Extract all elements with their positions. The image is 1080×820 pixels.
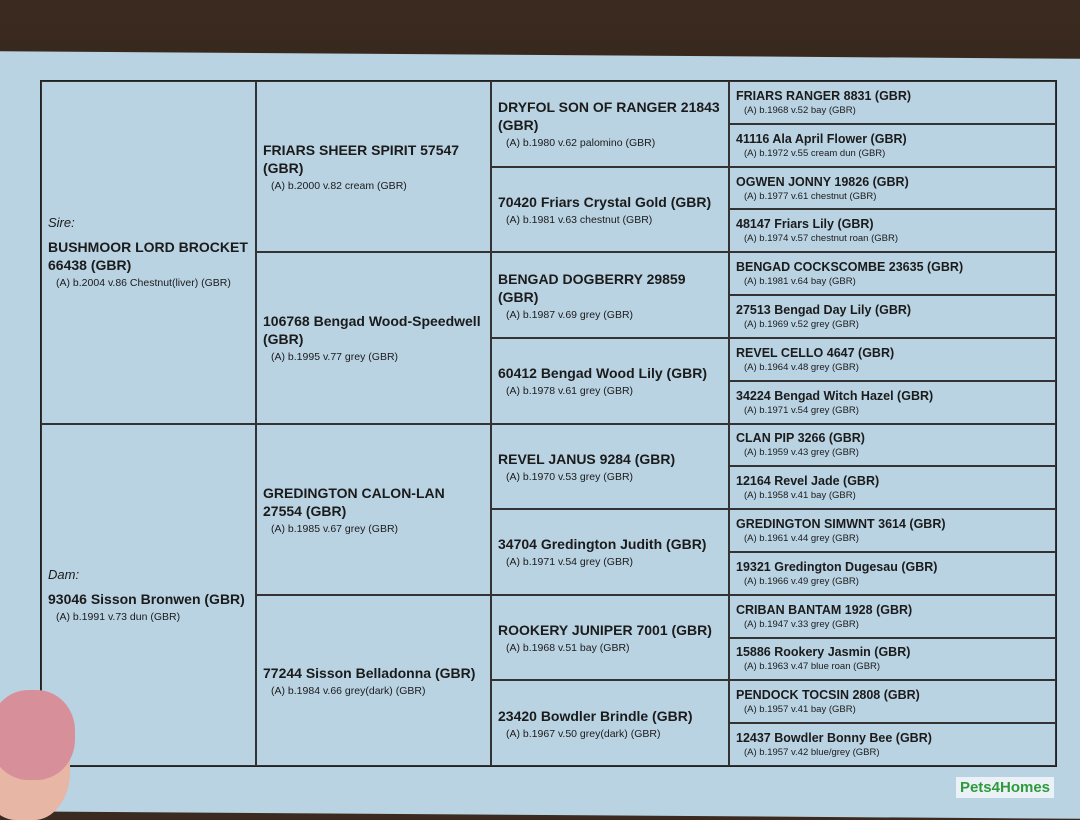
ancestor-name: 48147 Friars Lily (GBR) — [736, 217, 874, 232]
gen3-ancestor-cell: 70420 Friars Crystal Gold (GBR) (A) b.198… — [491, 166, 729, 253]
ancestor-details: (A) b.1984 v.66 grey(dark) (GBR) — [271, 684, 426, 697]
ancestor-name: 34704 Gredington Judith (GBR) — [498, 536, 707, 553]
gen4-ancestor-cell: 34224 Bengad Witch Hazel (GBR) (A) b.1971… — [729, 380, 1056, 424]
gen3-ancestor-cell: DRYFOL SON OF RANGER 21843 (GBR) (A) b.19… — [491, 81, 729, 167]
ancestor-name: CRIBAN BANTAM 1928 (GBR) — [736, 602, 913, 617]
gen4-ancestor-cell: 48147 Friars Lily (GBR) (A) b.1974 v.57 c… — [729, 209, 1056, 253]
dam-label: Dam: — [48, 566, 80, 582]
ancestor-name: 12164 Revel Jade (GBR) — [736, 474, 880, 489]
ancestor-details: (A) b.1967 v.50 grey(dark) (GBR) — [506, 727, 661, 740]
gen4-ancestor-cell: 41116 Ala April Flower (GBR) (A) b.1972 v… — [729, 123, 1056, 167]
gen2-ancestor-cell: 106768 Bengad Wood-Speedwell (GBR) (A) b.… — [256, 252, 491, 424]
ancestor-name: 15886 Rookery Jasmin (GBR) — [736, 645, 911, 660]
ancestor-name: OGWEN JONNY 19826 (GBR) — [736, 174, 909, 189]
pets4homes-watermark: Pets4Homes — [955, 777, 1054, 798]
pedigree-table: Sire: BUSHMOOR LORD BROCKET 66438 (GBR) … — [40, 80, 1057, 767]
ancestor-details: (A) b.1968 v.51 bay (GBR) — [506, 642, 630, 655]
gen2-ancestor-cell: GREDINGTON CALON-LAN 27554 (GBR) (A) b.19… — [256, 423, 491, 595]
fingernail — [0, 690, 75, 780]
ancestor-name: 19321 Gredington Dugesau (GBR) — [736, 559, 938, 574]
ancestor-details: (A) b.1987 v.69 grey (GBR) — [506, 308, 634, 321]
gen3-ancestor-cell: 23420 Bowdler Brindle (GBR) (A) b.1967 v.… — [491, 680, 729, 766]
gen3-ancestor-cell: 60412 Bengad Wood Lily (GBR) (A) b.1978 v… — [491, 337, 729, 424]
ancestor-details: (A) b.1985 v.67 grey (GBR) — [271, 522, 399, 535]
ancestor-name: 70420 Friars Crystal Gold (GBR) — [498, 193, 712, 210]
ancestor-details: (A) b.1981 v.63 chestnut (GBR) — [506, 213, 653, 226]
ancestor-name: BENGAD COCKSCOMBE 23635 (GBR) — [736, 260, 964, 275]
gen4-ancestor-cell: CRIBAN BANTAM 1928 (GBR) (A) b.1947 v.33 … — [729, 594, 1056, 638]
gen4-ancestor-cell: BENGAD COCKSCOMBE 23635 (GBR) (A) b.1981 … — [729, 252, 1056, 296]
dam-name: 93046 Sisson Bronwen (GBR) — [48, 590, 245, 607]
gen4-ancestor-cell: FRIARS RANGER 8831 (GBR) (A) b.1968 v.52 … — [729, 81, 1056, 124]
sire-details: (A) b.2004 v.86 Chestnut(liver) (GBR) — [56, 277, 231, 290]
ancestor-details: (A) b.1957 v.41 bay (GBR) — [744, 704, 856, 716]
gen4-ancestor-cell: OGWEN JONNY 19826 (GBR) (A) b.1977 v.61 c… — [729, 166, 1056, 210]
gen3-ancestor-cell: REVEL JANUS 9284 (GBR) (A) b.1970 v.53 gr… — [491, 423, 729, 510]
ancestor-name: REVEL JANUS 9284 (GBR) — [498, 450, 676, 467]
gen2-ancestor-cell: FRIARS SHEER SPIRIT 57547 (GBR) (A) b.200… — [256, 81, 491, 253]
ancestor-details: (A) b.1957 v.42 blue/grey (GBR) — [744, 747, 880, 759]
gen4-ancestor-cell: CLAN PIP 3266 (GBR) (A) b.1959 v.43 grey … — [729, 423, 1056, 467]
gen4-ancestor-cell: GREDINGTON SIMWNT 3614 (GBR) (A) b.1961 v… — [729, 509, 1056, 552]
ancestor-details: (A) b.1947 v.33 grey (GBR) — [744, 618, 859, 630]
ancestor-name: DRYFOL SON OF RANGER 21843 (GBR) — [498, 99, 720, 134]
dam-details: (A) b.1991 v.73 dun (GBR) — [56, 610, 181, 623]
gen3-ancestor-cell: BENGAD DOGBERRY 29859 (GBR) (A) b.1987 v.… — [491, 252, 729, 338]
ancestor-details: (A) b.2000 v.82 cream (GBR) — [271, 180, 407, 193]
ancestor-details: (A) b.1980 v.62 palomino (GBR) — [506, 137, 656, 150]
ancestor-name: PENDOCK TOCSIN 2808 (GBR) — [736, 688, 920, 703]
ancestor-details: (A) b.1966 v.49 grey (GBR) — [744, 575, 859, 587]
ancestor-details: (A) b.1958 v.41 bay (GBR) — [744, 490, 856, 502]
ancestor-details: (A) b.1974 v.57 chestnut roan (GBR) — [744, 233, 899, 245]
gen4-ancestor-cell: 19321 Gredington Dugesau (GBR) (A) b.1966… — [729, 551, 1056, 595]
ancestor-details: (A) b.1995 v.77 grey (GBR) — [271, 351, 399, 364]
ancestor-details: (A) b.1977 v.61 chestnut (GBR) — [744, 190, 877, 202]
sire-name: BUSHMOOR LORD BROCKET 66438 (GBR) — [48, 239, 248, 274]
gen4-ancestor-cell: 12164 Revel Jade (GBR) (A) b.1958 v.41 ba… — [729, 466, 1056, 510]
ancestor-name: 106768 Bengad Wood-Speedwell (GBR) — [263, 313, 481, 348]
ancestor-name: 12437 Bowdler Bonny Bee (GBR) — [736, 731, 932, 746]
ancestor-details: (A) b.1961 v.44 grey (GBR) — [744, 533, 859, 545]
ancestor-details: (A) b.1964 v.48 grey (GBR) — [744, 361, 859, 373]
gen4-ancestor-cell: 27513 Bengad Day Lily (GBR) (A) b.1969 v.… — [729, 295, 1056, 338]
ancestor-details: (A) b.1978 v.61 grey (GBR) — [506, 385, 634, 398]
ancestor-name: REVEL CELLO 4647 (GBR) — [736, 345, 895, 360]
gen4-ancestor-cell: REVEL CELLO 4647 (GBR) (A) b.1964 v.48 gr… — [729, 337, 1056, 381]
ancestor-details: (A) b.1959 v.43 grey (GBR) — [744, 447, 859, 459]
gen4-ancestor-cell: 12437 Bowdler Bonny Bee (GBR) (A) b.1957 … — [729, 723, 1056, 766]
dam-cell: Dam: 93046 Sisson Bronwen (GBR) (A) b.19… — [41, 423, 256, 766]
ancestor-details: (A) b.1970 v.53 grey (GBR) — [506, 470, 634, 483]
sire-cell: Sire: BUSHMOOR LORD BROCKET 66438 (GBR) … — [41, 81, 256, 424]
ancestor-name: 23420 Bowdler Brindle (GBR) — [498, 707, 693, 724]
ancestor-name: FRIARS RANGER 8831 (GBR) — [736, 88, 912, 103]
gen3-ancestor-cell: 34704 Gredington Judith (GBR) (A) b.1971 … — [491, 509, 729, 595]
ancestor-name: GREDINGTON CALON-LAN 27554 (GBR) — [263, 484, 445, 519]
ancestor-name: BENGAD DOGBERRY 29859 (GBR) — [498, 270, 686, 305]
ancestor-name: 27513 Bengad Day Lily (GBR) — [736, 302, 912, 317]
ancestor-details: (A) b.1968 v.52 bay (GBR) — [744, 104, 856, 116]
ancestor-name: 41116 Ala April Flower (GBR) — [736, 131, 907, 146]
ancestor-name: CLAN PIP 3266 (GBR) — [736, 431, 865, 446]
gen4-ancestor-cell: PENDOCK TOCSIN 2808 (GBR) (A) b.1957 v.41… — [729, 680, 1056, 724]
ancestor-name: FRIARS SHEER SPIRIT 57547 (GBR) — [263, 142, 460, 177]
sire-label: Sire: — [48, 215, 75, 231]
ancestor-details: (A) b.1972 v.55 cream dun (GBR) — [744, 147, 886, 159]
gen3-ancestor-cell: ROOKERY JUNIPER 7001 (GBR) (A) b.1968 v.5… — [491, 594, 729, 681]
ancestor-name: GREDINGTON SIMWNT 3614 (GBR) — [736, 517, 946, 532]
ancestor-name: ROOKERY JUNIPER 7001 (GBR) — [498, 622, 712, 639]
ancestor-name: 34224 Bengad Witch Hazel (GBR) — [736, 388, 934, 403]
ancestor-details: (A) b.1971 v.54 grey (GBR) — [744, 404, 859, 416]
ancestor-details: (A) b.1969 v.52 grey (GBR) — [744, 318, 859, 330]
ancestor-details: (A) b.1971 v.54 grey (GBR) — [506, 556, 634, 569]
ancestor-name: 60412 Bengad Wood Lily (GBR) — [498, 365, 707, 382]
gen4-ancestor-cell: 15886 Rookery Jasmin (GBR) (A) b.1963 v.4… — [729, 637, 1056, 681]
gen2-ancestor-cell: 77244 Sisson Belladonna (GBR) (A) b.1984 … — [256, 594, 491, 766]
ancestor-details: (A) b.1963 v.47 blue roan (GBR) — [744, 661, 881, 673]
ancestor-name: 77244 Sisson Belladonna (GBR) — [263, 664, 476, 681]
ancestor-details: (A) b.1981 v.64 bay (GBR) — [744, 276, 856, 288]
